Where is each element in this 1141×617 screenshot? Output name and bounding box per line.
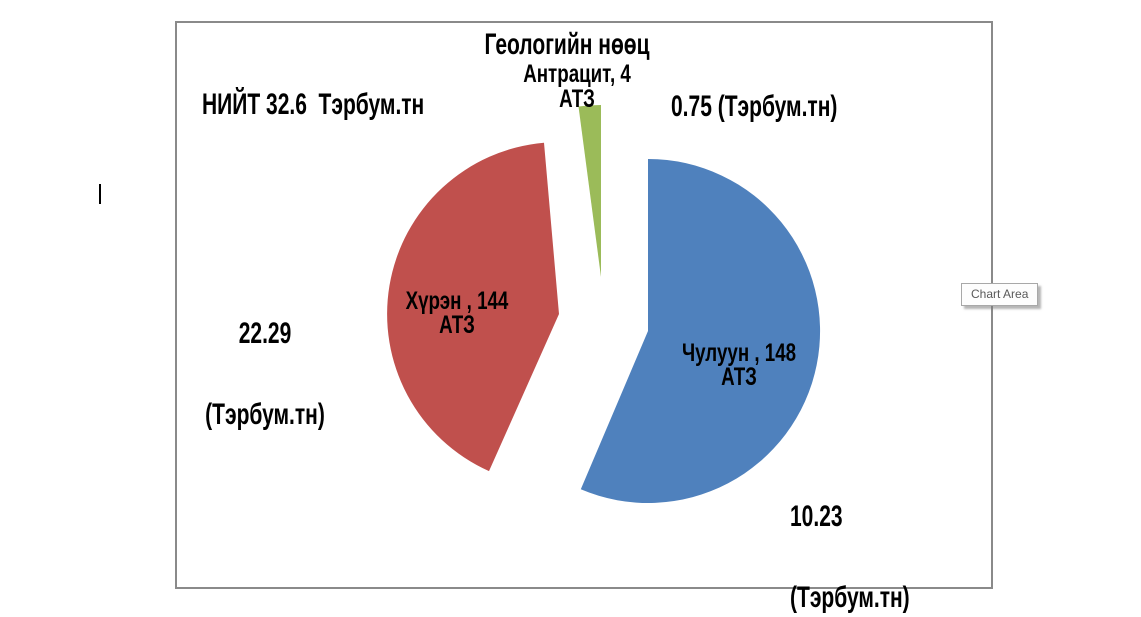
slice-label-antratsit[interactable]: Антрацит, 4 АТЗ [480,62,675,112]
slice-label-chuluun[interactable]: Чулуун , 148 АТЗ [642,339,837,391]
annotation-chuluun-value-line2: (Тэрбум.тн) [790,581,910,614]
pie-slice-chuluun[interactable] [580,158,821,504]
pie-slice-khuren[interactable] [387,142,559,472]
slice-label-antratsit-line2: АТЗ [559,85,595,113]
annotation-chuluun-value[interactable]: 10.23 (Тэрбум.тн) [790,449,910,617]
slice-label-chuluun-line1: Чулуун , 148 [681,339,797,367]
annotation-khuren-value-line1: 22.29 [238,317,292,350]
slice-label-khuren-line2: АТЗ [439,311,475,339]
annotation-antratsit-value[interactable]: 0.75 (Тэрбум.тн) [671,90,838,123]
slice-label-chuluun-line2: АТЗ [721,363,757,391]
pie-slice-antratsit[interactable] [578,105,602,277]
text-caret [99,184,101,204]
slice-label-khuren[interactable]: Хүрэн , 144 АТЗ [360,287,555,339]
slice-label-khuren-line1: Хүрэн , 144 [405,287,509,315]
chart-title[interactable]: Геологийн нөөц [484,28,650,61]
slice-label-antratsit-line1: Антрацит, 4 [523,60,631,88]
annotation-chuluun-value-line1: 10.23 [790,500,843,533]
chart-area-tooltip: Chart Area [961,283,1039,306]
total-annotation[interactable]: НИЙТ 32.6 Тэрбум.тн [202,88,425,121]
annotation-khuren-value[interactable]: 22.29 (Тэрбум.тн) [160,266,370,482]
annotation-khuren-value-line2: (Тэрбум.тн) [205,398,325,431]
